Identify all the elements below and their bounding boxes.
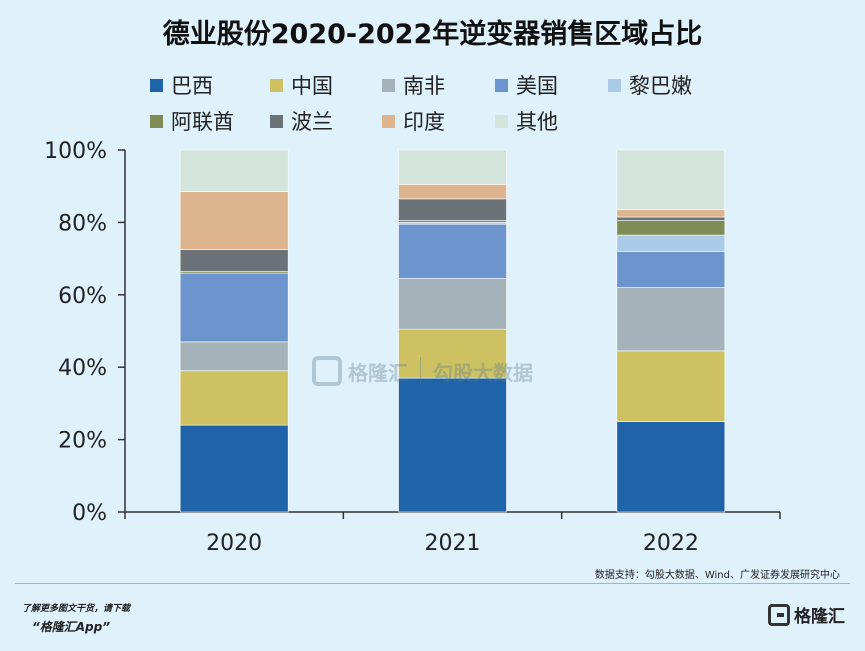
legend-swatch [270, 114, 283, 128]
bar-segment-印度 [398, 184, 507, 200]
bar-segment-黎巴嫩 [616, 234, 726, 252]
legend-swatch [150, 114, 163, 128]
bar-segment-巴西 [398, 377, 507, 513]
promo-line-1: 了解更多图文干货，请下载 [22, 604, 131, 614]
data-source: 数据支持：勾股大数据、Wind、广发证券发展研究中心 [594, 570, 840, 581]
watermark-sub: 勾股大数据 [433, 360, 533, 385]
x-tick-label: 2020 [206, 531, 262, 556]
bar-segment-其他 [179, 149, 289, 192]
watermark-separator [420, 357, 421, 385]
watermark-logo-icon [312, 356, 342, 386]
bar-segment-南非 [398, 278, 507, 330]
divider [15, 583, 850, 584]
x-tick-label: 2021 [425, 531, 481, 556]
legend-item: 其他 [495, 106, 558, 136]
legend-label: 黎巴嫩 [629, 74, 692, 98]
legend-swatch [150, 78, 163, 92]
legend-item: 黎巴嫩 [608, 70, 692, 100]
legend-item: 印度 [382, 106, 445, 136]
legend-swatch [382, 78, 395, 92]
promo-line-2: “格隆汇App” [32, 620, 110, 634]
bar-segment-美国 [398, 223, 507, 279]
legend-item: 阿联酋 [150, 106, 234, 136]
bar-segment-波兰 [398, 198, 507, 221]
bar-segment-中国 [398, 328, 507, 379]
legend-item: 南非 [382, 70, 445, 100]
bar-segment-阿联酋 [616, 220, 726, 236]
bar-segment-美国 [616, 251, 726, 288]
chart-title: 德业股份2020-2022年逆变器销售区域占比 [162, 19, 703, 50]
legend-label: 巴西 [171, 74, 213, 98]
x-tick-label: 2022 [643, 531, 699, 556]
legend-item: 中国 [270, 70, 333, 100]
bar-segment-其他 [616, 149, 726, 211]
watermark-brand: 格隆汇 [348, 360, 408, 385]
y-tick-label: 100% [44, 139, 107, 164]
bar-segment-其他 [398, 149, 507, 185]
bar-segment-巴西 [179, 424, 289, 513]
legend-label: 波兰 [291, 110, 333, 134]
legend-item: 波兰 [270, 106, 333, 136]
legend-item: 美国 [495, 70, 558, 100]
legend-label: 其他 [516, 110, 558, 134]
legend-label: 美国 [516, 74, 558, 98]
bar-segment-中国 [179, 370, 289, 426]
legend-item: 巴西 [150, 70, 213, 100]
y-tick-label: 40% [58, 356, 107, 381]
brand-logo[interactable]: 格隆汇 [768, 602, 845, 627]
bar-segment-巴西 [616, 421, 726, 513]
legend-swatch [270, 78, 283, 92]
y-tick-label: 0% [72, 501, 107, 526]
brand-logo-text: 格隆汇 [794, 607, 845, 627]
bar-segment-波兰 [616, 216, 726, 221]
legend-label: 阿联酋 [171, 110, 234, 134]
bar-segment-南非 [179, 341, 289, 372]
y-tick-label: 60% [58, 284, 107, 309]
legend-label: 南非 [403, 74, 445, 98]
legend-swatch [495, 78, 508, 92]
bar-segment-印度 [179, 191, 289, 250]
watermark: 格隆汇 勾股大数据 [312, 356, 533, 386]
bar-segment-南非 [616, 287, 726, 352]
legend-swatch [382, 114, 395, 128]
legend-swatch [608, 78, 621, 92]
legend-label: 中国 [291, 74, 333, 98]
bar-segment-中国 [616, 350, 726, 422]
bar-segment-印度 [616, 209, 726, 218]
bar-segment-美国 [179, 272, 289, 343]
y-tick-label: 20% [58, 429, 107, 454]
gelonghui-logo-icon [768, 603, 790, 626]
bar-segment-波兰 [179, 249, 289, 272]
legend-swatch [495, 114, 508, 128]
y-tick-label: 80% [58, 211, 107, 236]
legend-label: 印度 [403, 110, 445, 134]
